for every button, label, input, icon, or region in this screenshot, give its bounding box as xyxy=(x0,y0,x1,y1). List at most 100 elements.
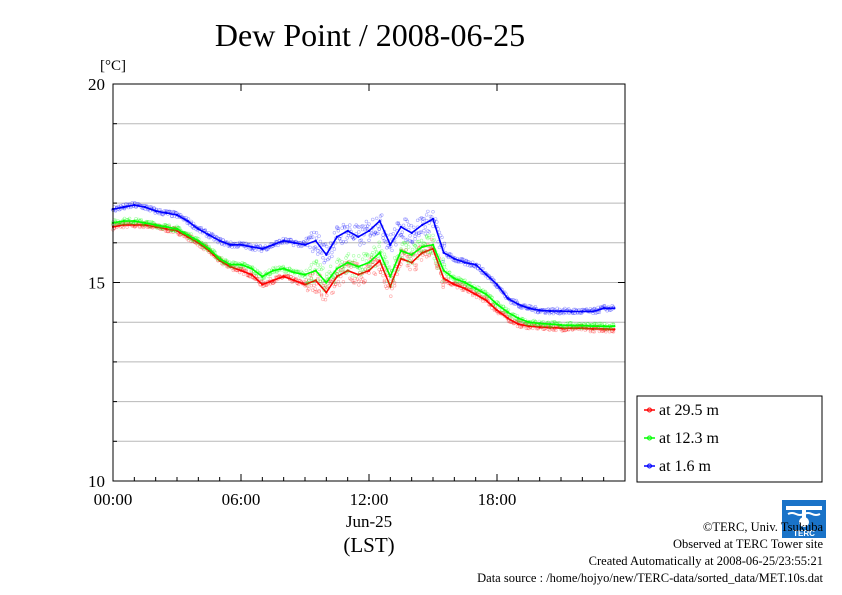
scatter-point xyxy=(121,202,125,207)
scatter-point xyxy=(314,260,319,264)
scatter-point xyxy=(363,267,367,271)
scatter-point xyxy=(358,239,362,243)
legend-label: at 29.5 m xyxy=(659,402,720,419)
data-point xyxy=(421,223,424,227)
scatter-point xyxy=(357,254,361,258)
scatter-point xyxy=(330,250,334,255)
scatter-point xyxy=(127,221,132,226)
observed-text: Observed at TERC Tower site xyxy=(672,537,823,551)
scatter-point xyxy=(371,217,375,222)
data-point xyxy=(122,223,125,227)
scatter-point xyxy=(371,251,375,255)
data-point xyxy=(175,213,179,217)
scatter-point xyxy=(433,217,438,221)
scatter-point xyxy=(316,252,320,256)
scatter-point xyxy=(400,242,404,246)
scatter-point xyxy=(396,222,401,226)
scatter-point xyxy=(376,256,380,260)
scatter-point xyxy=(407,255,411,259)
scatter-point xyxy=(325,274,329,279)
scatter-point xyxy=(355,224,360,229)
scatter-point xyxy=(426,209,430,214)
scatter-point xyxy=(322,288,326,293)
scatter-point xyxy=(471,293,475,298)
data-point xyxy=(143,221,147,225)
series-line xyxy=(112,204,615,313)
scatter-point xyxy=(349,233,353,238)
scatter-point xyxy=(355,277,360,281)
series-scatter-1 xyxy=(111,216,616,331)
data-point xyxy=(559,323,563,327)
scatter-point xyxy=(604,327,608,331)
scatter-point xyxy=(481,288,485,292)
scatter-point xyxy=(557,312,562,316)
scatter-point xyxy=(241,267,246,271)
scatter-point xyxy=(415,256,420,260)
data-point xyxy=(399,257,403,260)
legend-label: at 1.6 m xyxy=(659,458,712,475)
scatter-point xyxy=(550,307,554,311)
scatter-point xyxy=(431,224,435,229)
scatter-point xyxy=(249,270,253,274)
scatter-point xyxy=(421,250,425,254)
scatter-point xyxy=(312,230,316,235)
scatter-point xyxy=(442,241,447,246)
data-point xyxy=(314,279,317,282)
data-point xyxy=(143,223,147,227)
scatter-point xyxy=(139,218,143,222)
data-point xyxy=(517,303,520,306)
scatter-point xyxy=(555,306,559,310)
scatter-point xyxy=(318,250,323,254)
scatter-point xyxy=(375,250,379,254)
scatter-point xyxy=(456,276,461,280)
scatter-point xyxy=(302,240,306,244)
scatter-point xyxy=(332,247,337,251)
scatter-point xyxy=(494,304,498,308)
scatter-point xyxy=(465,284,470,289)
data-point xyxy=(506,317,509,320)
scatter-point xyxy=(216,240,220,245)
scatter-point xyxy=(568,321,572,325)
scatter-point xyxy=(313,290,317,294)
scatter-point xyxy=(248,275,252,279)
data-point xyxy=(506,311,509,314)
scatter-point xyxy=(325,285,329,289)
scatter-point xyxy=(395,221,399,225)
scatter-point xyxy=(376,224,380,228)
series-line xyxy=(112,224,615,331)
scatter-point xyxy=(432,238,436,242)
data-point xyxy=(378,251,381,254)
scatter-point xyxy=(317,234,321,238)
data-point xyxy=(495,309,499,312)
scatter-point xyxy=(359,275,363,280)
scatter-point xyxy=(366,227,370,231)
scatter-point xyxy=(130,201,134,205)
scatter-point xyxy=(244,241,248,246)
scatter-point xyxy=(136,217,141,222)
scatter-point xyxy=(412,225,416,230)
scatter-point xyxy=(543,311,548,315)
data-point xyxy=(175,227,179,231)
scatter-point xyxy=(268,282,273,286)
data-point xyxy=(218,259,221,262)
scatter-point xyxy=(314,236,319,240)
data-point xyxy=(271,243,275,246)
scatter-point xyxy=(375,258,379,262)
data-point xyxy=(314,239,317,242)
y-tick-label: 10 xyxy=(88,472,105,491)
scatter-point xyxy=(547,328,552,332)
scatter-point xyxy=(377,227,381,232)
scatter-point xyxy=(353,225,357,229)
scatter-point xyxy=(336,274,340,278)
scatter-point xyxy=(289,237,293,242)
scatter-point xyxy=(328,279,333,283)
data-point xyxy=(378,259,381,262)
x-tick-label: 00:00 xyxy=(94,490,133,509)
scatter-point xyxy=(328,264,333,268)
data-point xyxy=(517,323,520,326)
scatter-point xyxy=(413,267,417,272)
scatter-point xyxy=(334,271,338,276)
scatter-point xyxy=(193,224,197,229)
scatter-point xyxy=(400,230,404,234)
scatter-point xyxy=(286,271,291,275)
